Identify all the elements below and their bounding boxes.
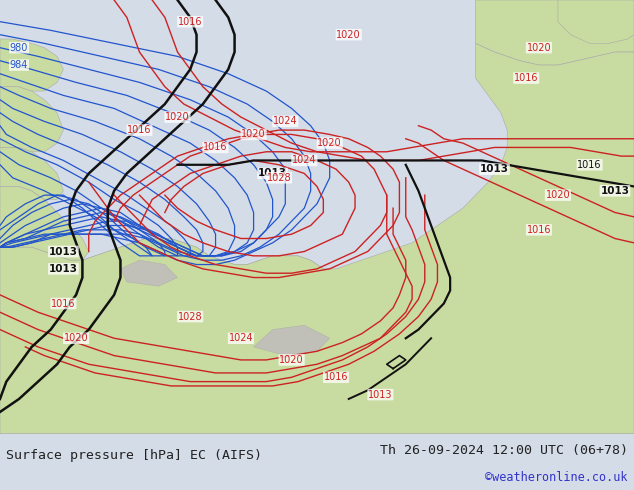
Text: 1013: 1013 [49,264,78,274]
Polygon shape [120,260,178,286]
Text: ©weatheronline.co.uk: ©weatheronline.co.uk [485,471,628,484]
Text: 1016: 1016 [204,143,228,152]
Text: 1024: 1024 [273,117,297,126]
Text: 1013: 1013 [368,390,392,400]
Polygon shape [0,147,63,199]
Polygon shape [0,44,634,434]
Text: 1020: 1020 [64,333,88,343]
Text: Th 26-09-2024 12:00 UTC (06+78): Th 26-09-2024 12:00 UTC (06+78) [380,444,628,457]
Text: 1016: 1016 [178,17,202,26]
Polygon shape [476,0,634,65]
Text: 1020: 1020 [546,190,570,200]
Text: 1020: 1020 [280,355,304,365]
Text: 984: 984 [10,60,28,70]
Polygon shape [0,239,634,434]
Text: 1024: 1024 [292,155,316,166]
Text: 1013: 1013 [49,246,78,257]
Text: 1013: 1013 [480,164,509,174]
Polygon shape [254,325,330,356]
Polygon shape [0,87,63,152]
Text: 1028: 1028 [267,173,291,183]
Text: 1016: 1016 [324,372,348,382]
Text: Surface pressure [hPa] EC (AIFS): Surface pressure [hPa] EC (AIFS) [6,448,262,462]
Text: 1020: 1020 [165,112,190,122]
Text: 1016: 1016 [514,73,538,83]
Polygon shape [0,187,89,260]
Text: 1020: 1020 [242,129,266,140]
Polygon shape [0,39,63,91]
Text: 1016: 1016 [127,125,152,135]
Text: 1020: 1020 [527,43,551,53]
Text: 1024: 1024 [229,333,253,343]
Polygon shape [558,0,634,44]
Text: 1016: 1016 [578,160,602,170]
Text: 1020: 1020 [318,138,342,148]
Text: 980: 980 [10,43,28,53]
Text: 1016: 1016 [51,298,75,309]
Text: 1016: 1016 [527,225,551,235]
Text: 1013: 1013 [258,169,287,178]
Text: 1013: 1013 [600,186,630,196]
Text: 1028: 1028 [178,312,202,321]
Text: 1020: 1020 [337,30,361,40]
